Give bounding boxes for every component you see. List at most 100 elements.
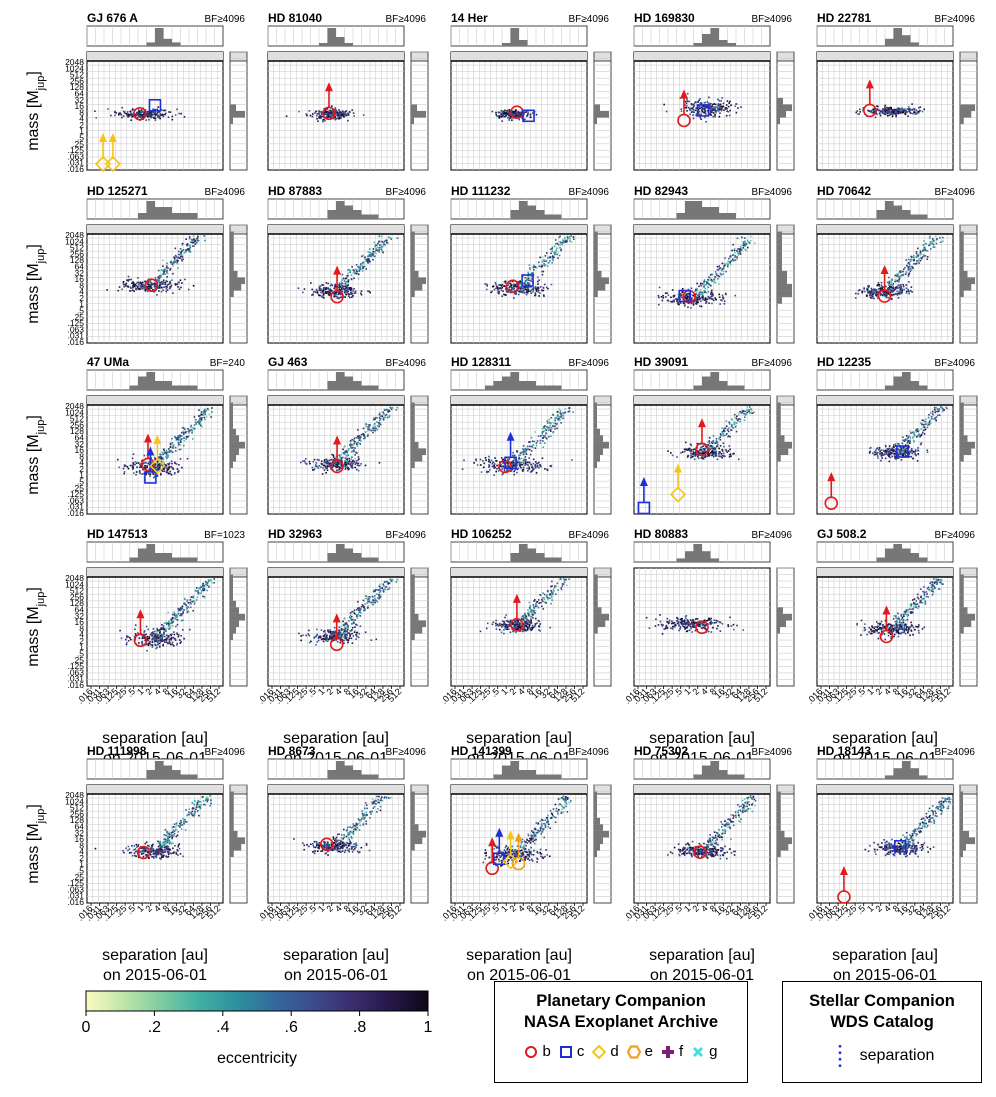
sample-point: [125, 282, 128, 285]
sample-point: [684, 106, 687, 109]
sample-point: [178, 464, 180, 466]
sample-point: [919, 251, 922, 253]
sample-point: [530, 278, 533, 280]
sample-point: [722, 297, 725, 300]
sample-point: [146, 466, 148, 469]
sample-point: [332, 456, 335, 458]
sample-point: [898, 280, 901, 283]
sample-point: [339, 292, 341, 295]
sample-point: [161, 470, 164, 473]
sample-point: [333, 295, 336, 298]
sample-point: [541, 256, 544, 258]
sample-point: [153, 282, 156, 285]
sample-point: [556, 253, 558, 256]
sample-point: [914, 263, 917, 265]
sample-point: [702, 105, 705, 108]
sample-point: [157, 466, 159, 469]
sample-point: [303, 460, 306, 462]
sample-point: [876, 105, 878, 107]
sample-point: [348, 287, 351, 289]
sample-point: [175, 463, 178, 465]
sample-point: [718, 296, 721, 299]
sample-point: [315, 288, 318, 291]
sample-point: [346, 285, 349, 287]
sample-point: [909, 112, 912, 114]
sample-point: [378, 246, 381, 249]
sample-point: [505, 289, 508, 291]
sample-point: [515, 109, 518, 112]
sample-point: [173, 256, 175, 259]
sample-point: [179, 440, 182, 442]
sample-point: [197, 239, 200, 242]
sample-point: [695, 299, 698, 302]
sample-point: [362, 437, 365, 440]
sample-point: [888, 110, 890, 113]
sample-point: [136, 285, 139, 288]
sample-point: [895, 286, 898, 288]
sample-point: [110, 114, 112, 117]
sample-point: [893, 112, 896, 115]
sample-point: [344, 111, 347, 113]
sample-point: [186, 457, 189, 460]
sample-point: [338, 282, 341, 285]
sample-point: [556, 242, 559, 245]
sample-point: [304, 462, 307, 464]
sample-point: [728, 257, 730, 260]
sample-point: [372, 250, 375, 253]
sample-point: [144, 467, 147, 469]
x-hist-bar: [180, 385, 189, 390]
sample-point: [333, 291, 335, 294]
sample-point: [322, 296, 325, 299]
sample-point: [369, 260, 371, 263]
sample-point: [345, 456, 348, 459]
sample-point: [199, 421, 202, 423]
sample-point: [181, 258, 183, 261]
sample-point: [678, 301, 680, 304]
sample-point: [361, 267, 364, 269]
sample-point: [910, 255, 912, 258]
sample-point: [718, 115, 721, 118]
sample-point: [708, 276, 710, 278]
sample-point: [530, 277, 533, 279]
sample-point: [179, 248, 182, 250]
sample-point: [888, 107, 891, 110]
sample-point: [165, 471, 168, 474]
sample-point: [736, 257, 739, 260]
sample-point: [510, 116, 513, 119]
sample-point: [328, 465, 331, 468]
sample-point: [136, 466, 138, 469]
sample-point: [700, 113, 702, 116]
sample-point: [347, 281, 350, 284]
sample-point: [165, 465, 168, 467]
sample-point: [122, 115, 125, 117]
sample-point: [186, 243, 189, 245]
x-hist-bar: [336, 372, 345, 390]
sample-point: [690, 103, 693, 105]
sample-point: [389, 406, 391, 409]
sample-point: [316, 458, 319, 461]
sample-point: [926, 255, 929, 258]
sample-point: [157, 269, 160, 272]
sample-point: [908, 265, 911, 268]
sample-point: [201, 413, 203, 416]
sample-point: [720, 299, 722, 301]
sample-point: [863, 288, 865, 290]
sample-point: [718, 267, 721, 270]
sample-point: [180, 252, 182, 254]
sample-point: [168, 287, 171, 290]
sample-point: [365, 260, 368, 262]
y-tick-label: 256: [70, 249, 84, 259]
sample-point: [338, 117, 341, 120]
sample-point: [160, 472, 162, 475]
sample-point: [877, 284, 879, 286]
sample-point: [127, 113, 130, 116]
sample-point: [137, 462, 140, 464]
sample-point: [327, 116, 329, 119]
sample-point: [507, 111, 509, 114]
sample-point: [900, 274, 903, 277]
sample-point: [367, 262, 370, 264]
sample-point: [190, 424, 192, 427]
sample-point: [346, 291, 348, 294]
sample-point: [359, 443, 362, 445]
y-hist-bar: [230, 290, 234, 298]
